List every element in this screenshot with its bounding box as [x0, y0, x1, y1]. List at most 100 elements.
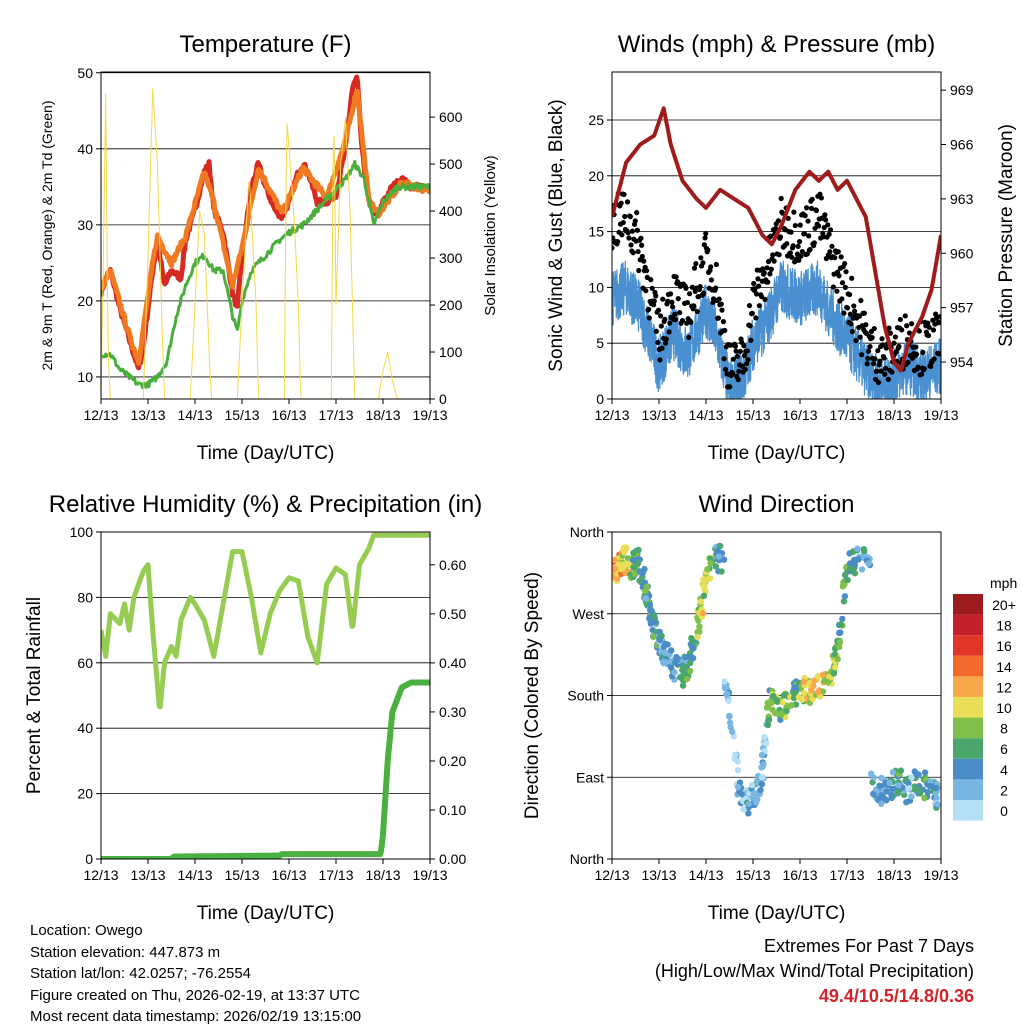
- gust-point: [703, 230, 709, 237]
- x-tick-label: 18/13: [365, 407, 400, 423]
- legend-label: 6: [1000, 741, 1008, 757]
- wind-direction-point: [897, 767, 905, 774]
- gust-point: [930, 327, 937, 333]
- gust-point: [885, 376, 891, 382]
- x-tick-label: 13/13: [130, 407, 165, 423]
- wind-direction-point: [758, 780, 766, 788]
- gust-point: [882, 365, 889, 371]
- gust-point: [801, 230, 808, 237]
- wind-direction-point: [769, 706, 776, 714]
- gust-point: [805, 218, 811, 224]
- wind-direction-point: [694, 633, 701, 641]
- wind-direction-point: [889, 769, 897, 776]
- gust-point: [891, 340, 897, 346]
- wind-direction-point: [646, 601, 654, 608]
- gust-point: [686, 291, 693, 297]
- plot-area: [612, 106, 941, 399]
- gust-point: [918, 371, 925, 377]
- y-tick-label-right: 600: [439, 109, 463, 125]
- gust-point: [844, 305, 851, 311]
- gust-point: [928, 363, 934, 370]
- gust-point: [651, 298, 657, 304]
- gust-point: [920, 349, 926, 356]
- wind-direction-point: [745, 800, 753, 807]
- gust-point: [730, 356, 736, 362]
- wind-direction-point: [788, 702, 795, 709]
- y-tick-label: 30: [77, 217, 93, 233]
- x-tick-label: 12/13: [594, 407, 629, 423]
- y-tick-label-right: 0: [439, 391, 447, 407]
- gust-point: [684, 299, 691, 306]
- gust-point: [702, 235, 708, 241]
- gust-point: [913, 351, 920, 357]
- wind-direction-point: [867, 770, 875, 777]
- wind-direction-point: [846, 565, 854, 572]
- gust-point: [853, 338, 859, 344]
- wind-direction-point: [642, 587, 649, 595]
- x-tick-label: 17/13: [829, 407, 864, 423]
- wind-direction-point: [905, 780, 912, 787]
- legend-label: 0: [1000, 803, 1008, 819]
- gust-point: [744, 361, 750, 367]
- gust-point: [870, 361, 877, 367]
- plot-frame: [100, 531, 431, 860]
- gust-point: [858, 352, 865, 358]
- gust-point: [736, 368, 742, 374]
- gust-point: [768, 266, 774, 272]
- gust-point: [770, 252, 776, 258]
- gust-point: [663, 336, 669, 342]
- wind-direction-point: [646, 615, 653, 622]
- gust-point: [843, 269, 849, 275]
- wind-direction-point: [924, 788, 931, 796]
- gust-point: [698, 255, 704, 261]
- gust-point: [683, 285, 689, 291]
- plot-frame: [611, 531, 942, 860]
- wind-direction-point: [854, 545, 861, 552]
- gust-point: [630, 250, 636, 256]
- wind-direction-point: [895, 782, 902, 789]
- gust-point: [909, 321, 915, 327]
- wind-direction-point: [706, 575, 714, 582]
- gust-point: [839, 280, 846, 286]
- gust-point: [790, 243, 796, 249]
- y-tick-label: 10: [588, 279, 604, 295]
- wind-direction-point: [761, 733, 768, 741]
- gust-point: [639, 253, 645, 260]
- gust-point: [931, 356, 937, 362]
- gust-point: [799, 249, 805, 255]
- wind-direction-point: [734, 767, 742, 774]
- wind-direction-point: [725, 697, 732, 705]
- gust-point: [767, 271, 773, 277]
- gust-point: [708, 277, 715, 283]
- gust-point: [846, 291, 853, 298]
- gust-point: [913, 344, 919, 350]
- wind-direction-point: [652, 618, 659, 626]
- location: Location: Owego: [30, 922, 143, 939]
- gust-point: [768, 233, 774, 239]
- gust-point: [653, 328, 660, 334]
- gust-point: [620, 219, 626, 226]
- gust-point: [878, 368, 884, 374]
- wind-direction-point: [662, 640, 669, 648]
- gust-point: [648, 277, 654, 283]
- y-tick-label: South: [567, 688, 604, 704]
- gust-point: [756, 283, 762, 289]
- gust-point: [755, 276, 761, 282]
- wind-direction-point: [765, 717, 772, 724]
- gust-point: [791, 209, 797, 215]
- gust-point: [863, 322, 869, 328]
- gust-point: [792, 222, 798, 229]
- gust-point: [641, 258, 647, 264]
- wind-direction-point: [777, 716, 784, 723]
- legend-label: 18: [996, 618, 1012, 634]
- wind-direction-point: [830, 670, 838, 677]
- gust-point: [700, 260, 706, 266]
- y-axis-label-right: Solar Insolation (Yellow): [482, 155, 499, 315]
- wind-direction-point: [836, 629, 843, 637]
- gust-point: [672, 311, 678, 317]
- wind-direction-point: [748, 781, 756, 789]
- y-tick-label: 40: [77, 141, 93, 157]
- wind-direction-point: [704, 565, 711, 573]
- gust-point: [788, 229, 794, 235]
- 9m-t-line: [101, 89, 430, 366]
